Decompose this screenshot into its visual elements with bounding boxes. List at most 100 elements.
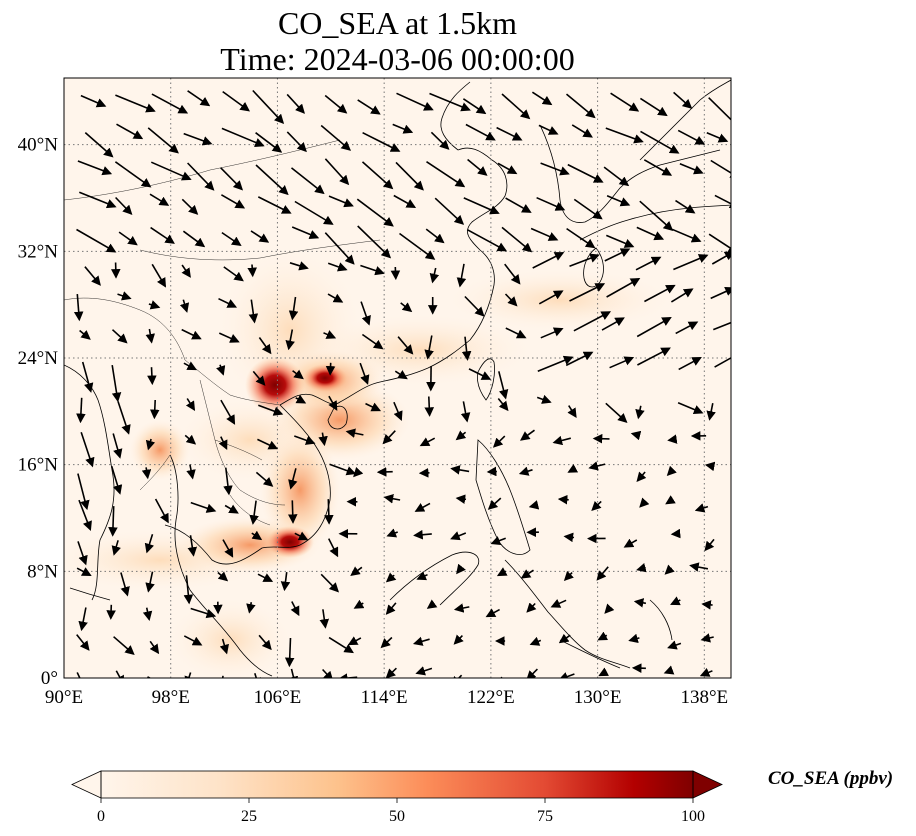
wind-arrow xyxy=(487,497,502,510)
wind-arrow xyxy=(361,161,394,190)
wind-arrow xyxy=(149,193,170,206)
wind-arrow xyxy=(224,504,239,514)
wind-arrow xyxy=(567,463,579,473)
wind-arrow xyxy=(147,367,157,386)
wind-arrow xyxy=(497,397,509,412)
wind-arrow xyxy=(399,232,436,260)
wind-vectors xyxy=(73,89,731,678)
wind-arrow xyxy=(571,124,593,138)
wind-arrow xyxy=(706,403,716,421)
wind-arrow xyxy=(463,197,500,215)
lat-tick-label: 24°N xyxy=(18,348,59,369)
wind-arrow xyxy=(425,228,445,244)
wind-arrow xyxy=(77,541,88,566)
wind-arrow xyxy=(567,405,577,419)
wind-arrow xyxy=(220,167,244,191)
wind-arrow xyxy=(181,198,199,215)
wind-arrow xyxy=(292,369,304,380)
wind-arrow xyxy=(223,467,233,496)
wind-arrow xyxy=(280,572,291,592)
wind-arrow xyxy=(345,428,364,438)
wind-arrow xyxy=(285,329,295,351)
lat-tick-label: 0° xyxy=(41,668,58,689)
wind-arrow xyxy=(536,394,552,404)
wind-arrow xyxy=(327,538,339,558)
wind-arrow xyxy=(322,668,334,678)
wind-arrow xyxy=(324,94,348,114)
wind-arrow xyxy=(485,608,500,618)
wind-arrow xyxy=(558,633,571,644)
wind-arrow xyxy=(181,264,191,278)
wind-arrow xyxy=(588,461,606,471)
wind-arrow xyxy=(569,253,600,268)
wind-arrow xyxy=(701,600,713,610)
wind-arrow xyxy=(501,93,531,120)
wind-arrow xyxy=(217,571,229,582)
wind-arrow xyxy=(150,161,192,181)
wind-arrow xyxy=(84,131,114,158)
wind-arrow xyxy=(467,158,488,176)
wind-arrow xyxy=(361,333,384,350)
wind-arrow xyxy=(606,195,631,207)
colorbar-extend-max xyxy=(692,770,723,799)
wind-arrow xyxy=(416,571,428,581)
wind-arrow xyxy=(526,602,537,613)
wind-arrow xyxy=(670,596,681,606)
wind-arrow xyxy=(639,97,668,117)
wind-arrow xyxy=(218,297,238,308)
wind-arrow xyxy=(359,362,370,385)
wind-arrow xyxy=(376,467,393,477)
wind-arrow xyxy=(255,164,289,196)
wind-arrow xyxy=(412,636,430,646)
wind-arrow xyxy=(552,435,571,446)
wind-arrow xyxy=(706,132,729,143)
wind-arrow xyxy=(81,361,94,393)
wind-arrow xyxy=(640,130,680,154)
wind-arrow xyxy=(573,198,603,220)
wind-arrow xyxy=(465,123,496,141)
wind-arrow xyxy=(713,321,731,331)
wind-arrow xyxy=(248,299,259,324)
wind-arrow xyxy=(186,464,196,480)
wind-arrow xyxy=(187,90,211,107)
wind-arrow xyxy=(708,97,731,121)
wind-arrow xyxy=(257,573,274,582)
colorbar: 0 25 50 75 100 xyxy=(71,770,723,825)
wind-arrow xyxy=(223,266,244,282)
wind-arrow xyxy=(635,256,662,271)
wind-arrow xyxy=(154,498,169,524)
wind-arrow xyxy=(497,162,518,175)
wind-arrow xyxy=(288,468,298,490)
wind-arrow xyxy=(108,506,118,537)
wind-arrow xyxy=(630,430,642,441)
wind-arrow xyxy=(79,329,91,340)
wind-arrow xyxy=(540,327,564,339)
wind-arrow xyxy=(183,575,194,605)
wind-arrow xyxy=(605,127,644,144)
wind-arrow xyxy=(453,634,464,645)
wind-arrow xyxy=(498,371,509,400)
wind-arrow xyxy=(397,336,414,355)
wind-arrow xyxy=(636,471,647,483)
wind-arrow xyxy=(286,93,305,114)
wind-arrow xyxy=(220,194,246,209)
wind-arrow xyxy=(504,293,518,307)
wind-arrow xyxy=(496,567,508,577)
wind-arrow xyxy=(450,531,467,541)
wind-arrow xyxy=(518,466,533,476)
co-concentration-field xyxy=(64,79,731,678)
wind-arrow xyxy=(699,667,713,677)
lat-tick-label: 32°N xyxy=(18,241,59,262)
wind-arrow xyxy=(329,463,357,476)
wind-arrow xyxy=(145,328,155,344)
wind-arrow xyxy=(639,497,650,508)
wind-arrow xyxy=(151,263,167,288)
colorbar-tick-label: 75 xyxy=(537,808,553,825)
wind-arrow xyxy=(118,231,138,246)
wind-arrow xyxy=(628,633,640,644)
map-title: CO_SEA at 1.5km xyxy=(277,5,518,41)
wind-arrow xyxy=(530,227,559,241)
wind-arrow xyxy=(532,252,565,269)
wind-arrow xyxy=(563,532,575,543)
wind-arrow xyxy=(255,132,283,153)
